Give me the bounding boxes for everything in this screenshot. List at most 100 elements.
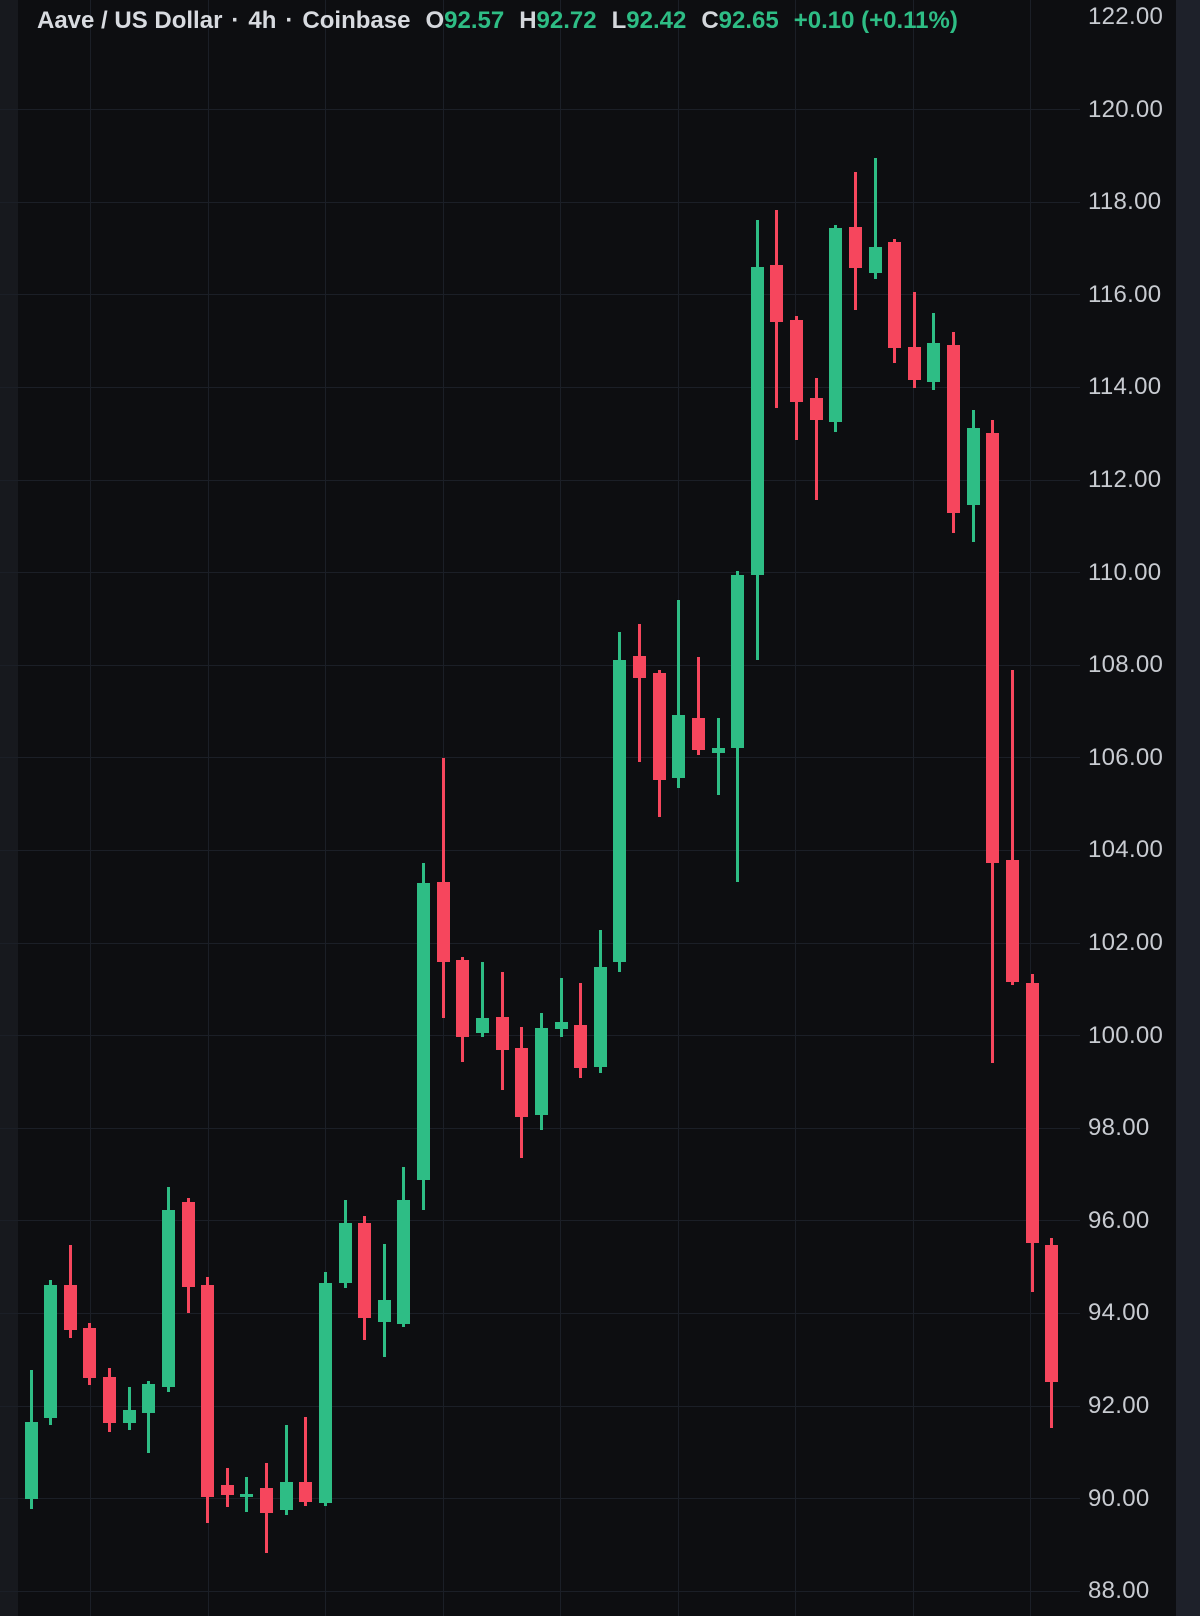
price-axis-label: 118.00 xyxy=(1088,188,1162,216)
candle-body-up xyxy=(711,748,725,754)
candle-body-down xyxy=(947,344,961,513)
candle-body-down xyxy=(888,242,902,349)
candle-body-up xyxy=(397,1200,411,1324)
price-axis-label: 102.00 xyxy=(1088,929,1164,956)
candle-body-down xyxy=(83,1327,97,1378)
candle-wick xyxy=(147,1380,151,1454)
candle-body-up xyxy=(318,1282,332,1504)
price-axis-label: 114.00 xyxy=(1088,373,1162,401)
right-edge-strip xyxy=(1176,0,1200,1616)
h-gridline xyxy=(0,757,1080,759)
open-value: 92.57 xyxy=(444,7,505,34)
candle-body-up xyxy=(966,428,980,505)
candle-wick xyxy=(304,1417,308,1506)
candle-body-down xyxy=(201,1285,215,1498)
candle-wick xyxy=(480,961,484,1037)
candle-wick xyxy=(677,600,681,788)
price-axis-label: 96.00 xyxy=(1088,1206,1150,1234)
v-gridline xyxy=(677,0,679,1616)
chart-pane[interactable] xyxy=(0,0,1080,1616)
price-axis-label: 120.00 xyxy=(1088,95,1164,123)
candle-body-down xyxy=(574,1024,588,1068)
candle-body-down xyxy=(986,433,1000,864)
high-label: H xyxy=(519,7,537,34)
h-gridline xyxy=(0,1405,1080,1407)
candle-body-up xyxy=(142,1383,156,1413)
candle-body-up xyxy=(554,1021,568,1029)
legend-separator: · xyxy=(285,7,294,34)
v-gridline xyxy=(207,0,209,1616)
exchange-label[interactable]: Coinbase xyxy=(302,7,411,34)
candle-body-down xyxy=(358,1222,372,1318)
candle-body-up xyxy=(672,715,686,779)
candle-body-down xyxy=(456,960,470,1037)
price-axis-label: 92.00 xyxy=(1088,1392,1150,1419)
candle-body-up xyxy=(338,1222,352,1283)
h-gridline xyxy=(0,572,1080,574)
candle-body-up xyxy=(731,574,745,749)
symbol-title[interactable]: Aave / US Dollar xyxy=(37,7,223,34)
candle-body-up xyxy=(44,1285,58,1419)
candle-body-down xyxy=(633,655,647,679)
high-value: 92.72 xyxy=(536,7,597,34)
h-gridline xyxy=(0,849,1080,851)
price-axis-label: 108.00 xyxy=(1088,651,1164,679)
candle-body-down xyxy=(770,265,784,323)
close-label: C xyxy=(701,7,719,34)
legend: Aave / US Dollar · 4h · Coinbase O 92.57… xyxy=(37,6,958,36)
h-gridline xyxy=(0,109,1080,111)
h-gridline xyxy=(0,1220,1080,1222)
candle-body-up xyxy=(161,1209,175,1387)
h-gridline xyxy=(0,386,1080,388)
candle-body-down xyxy=(848,227,862,268)
h-gridline xyxy=(0,201,1080,203)
price-axis-label: 106.00 xyxy=(1088,743,1164,771)
candle-body-up xyxy=(868,247,882,274)
change-value: +0.10 (+0.11%) xyxy=(793,7,958,34)
candle-wick xyxy=(814,378,818,500)
candle-wick xyxy=(716,717,720,795)
low-label: L xyxy=(611,7,627,34)
candle-body-up xyxy=(829,228,843,423)
legend-separator: · xyxy=(231,7,240,34)
price-axis-label: 100.00 xyxy=(1088,1021,1164,1049)
v-gridline xyxy=(560,0,561,1616)
candle-body-down xyxy=(907,347,921,380)
h-gridline xyxy=(0,664,1080,666)
candle-body-up xyxy=(24,1421,38,1499)
v-gridline xyxy=(912,0,914,1616)
price-axis-label: 98.00 xyxy=(1088,1114,1150,1142)
candle-wick xyxy=(127,1387,131,1431)
interval-label[interactable]: 4h xyxy=(248,7,277,34)
candle-wick xyxy=(873,158,877,279)
candle-body-down xyxy=(181,1201,195,1287)
candle-body-down xyxy=(436,881,450,962)
price-axis-label: 94.00 xyxy=(1088,1299,1150,1327)
candle-body-down xyxy=(299,1481,313,1503)
h-gridline xyxy=(0,942,1080,944)
open-label: O xyxy=(425,7,445,34)
close-value: 92.65 xyxy=(718,7,779,34)
candle-body-up xyxy=(122,1409,136,1424)
candle-body-up xyxy=(613,660,627,962)
v-gridline xyxy=(325,0,326,1616)
candle-body-up xyxy=(279,1481,293,1511)
low-value: 92.42 xyxy=(626,7,687,34)
candle-body-up xyxy=(534,1028,548,1116)
price-axis[interactable]: 122.00 120.00 118.00 116.00 114.00 112.00 110.… xyxy=(1080,0,1200,1616)
price-axis-label: 122.00 xyxy=(1088,3,1164,30)
candle-body-up xyxy=(927,342,941,382)
candle-wick xyxy=(559,978,563,1037)
candle-wick xyxy=(638,623,642,762)
candle-body-down xyxy=(691,717,705,750)
candle-wick xyxy=(912,292,916,388)
h-gridline xyxy=(0,1312,1080,1314)
candle-wick xyxy=(1011,669,1014,985)
candle-body-down xyxy=(260,1487,274,1513)
candle-body-up xyxy=(240,1493,254,1498)
price-axis-label: 90.00 xyxy=(1088,1484,1150,1512)
candle-body-down xyxy=(1025,983,1039,1243)
price-axis-label: 104.00 xyxy=(1088,836,1164,864)
price-axis-label: 88.00 xyxy=(1088,1577,1150,1605)
